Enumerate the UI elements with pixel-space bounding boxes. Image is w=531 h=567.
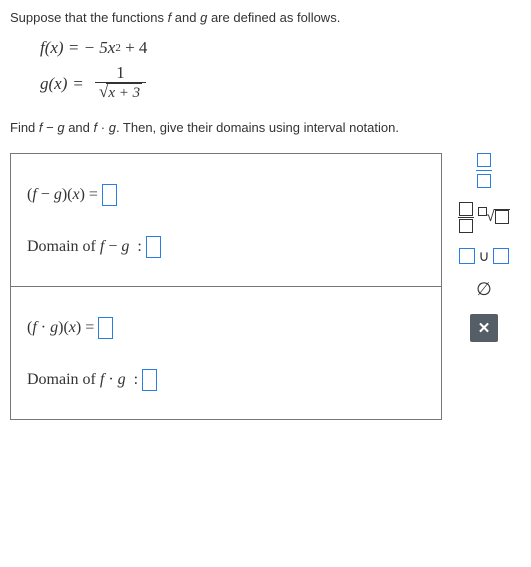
- dom2-label: Domain of f · g :: [27, 371, 138, 389]
- palette-close-button[interactable]: ✕: [470, 314, 498, 342]
- g-sqrt: √ x + 3: [99, 83, 142, 104]
- palette-box-left[interactable]: [459, 248, 475, 264]
- placeholder-icon: [477, 153, 491, 167]
- expr2-input[interactable]: [98, 317, 113, 339]
- function-definitions: f(x) = − 5x2 + 4 g(x) = 1 √ x + 3: [40, 38, 521, 104]
- palette-placeholder-over-placeholder[interactable]: [456, 153, 512, 188]
- g-definition: g(x) = 1 √ x + 3: [40, 64, 521, 104]
- close-icon: ✕: [478, 319, 491, 337]
- g-numerator: 1: [95, 64, 146, 83]
- g-label: g(x): [40, 74, 67, 94]
- vinculum-icon: [494, 209, 510, 227]
- dom2-input[interactable]: [142, 369, 157, 391]
- f-definition: f(x) = − 5x2 + 4: [40, 38, 521, 58]
- g-radicand: x + 3: [106, 83, 142, 104]
- palette-fraction[interactable]: [458, 202, 474, 233]
- placeholder-icon: [477, 174, 491, 188]
- divider-icon: [476, 170, 492, 171]
- f-rhs-2: + 4: [121, 38, 148, 58]
- section-f-dot-g: (f · g)(x) = Domain of f · g :: [11, 286, 441, 419]
- expr2-label: (f · g)(x) =: [27, 319, 94, 337]
- answers-box: (f − g)(x) = Domain of f − g : (f · g)(x…: [10, 153, 442, 420]
- placeholder-icon: [459, 202, 473, 216]
- union-icon: ∪: [479, 247, 490, 265]
- expr1-label: (f − g)(x) =: [27, 186, 98, 204]
- palette-box-right[interactable]: [493, 248, 509, 264]
- f-label: f(x): [40, 38, 64, 58]
- g-fraction: 1 √ x + 3: [95, 64, 146, 104]
- f-rhs-1: = − 5x: [64, 38, 116, 58]
- placeholder-icon: [495, 210, 509, 224]
- prompt-text: Suppose that the functions f and g are d…: [10, 8, 521, 28]
- divider-icon: [458, 217, 474, 218]
- palette-nth-root[interactable]: √: [478, 209, 509, 227]
- dom1-label: Domain of f − g :: [27, 238, 142, 256]
- find-instruction: Find f − g and f · g. Then, give their d…: [10, 118, 521, 138]
- placeholder-icon: [459, 219, 473, 233]
- symbol-palette: √ ∪ ∅ ✕: [456, 153, 512, 356]
- dom1-input[interactable]: [146, 236, 161, 258]
- palette-empty-set[interactable]: ∅: [476, 279, 492, 300]
- expr1-input[interactable]: [102, 184, 117, 206]
- section-f-minus-g: (f − g)(x) = Domain of f − g :: [11, 154, 441, 286]
